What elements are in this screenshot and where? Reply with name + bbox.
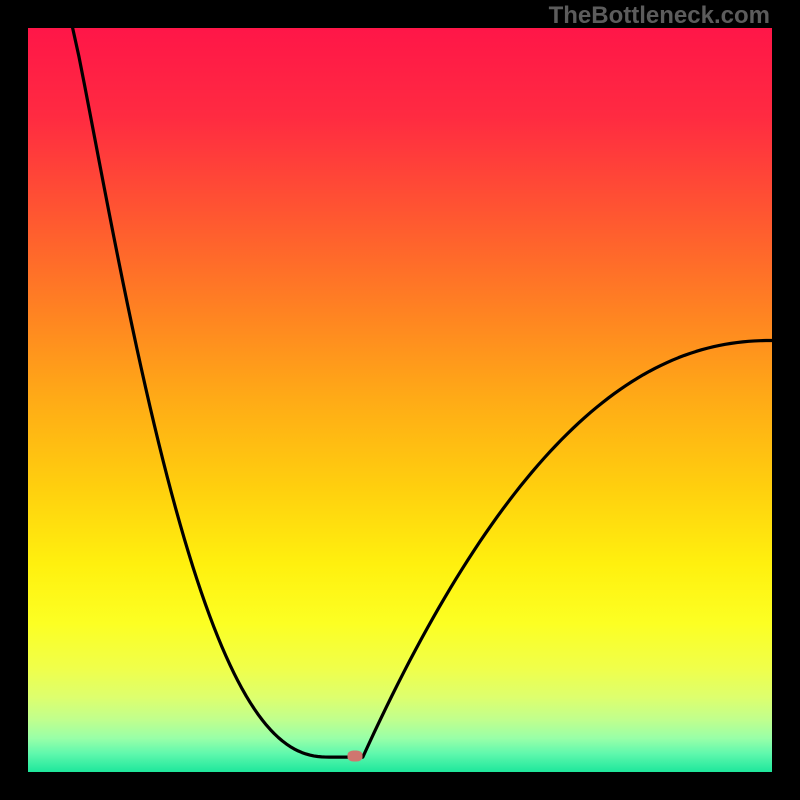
bottleneck-curve [28,28,772,772]
watermark-text: TheBottleneck.com [549,2,770,30]
chart-frame: TheBottleneck.com [0,0,800,800]
optimum-marker [348,750,363,761]
plot-area [28,28,772,772]
